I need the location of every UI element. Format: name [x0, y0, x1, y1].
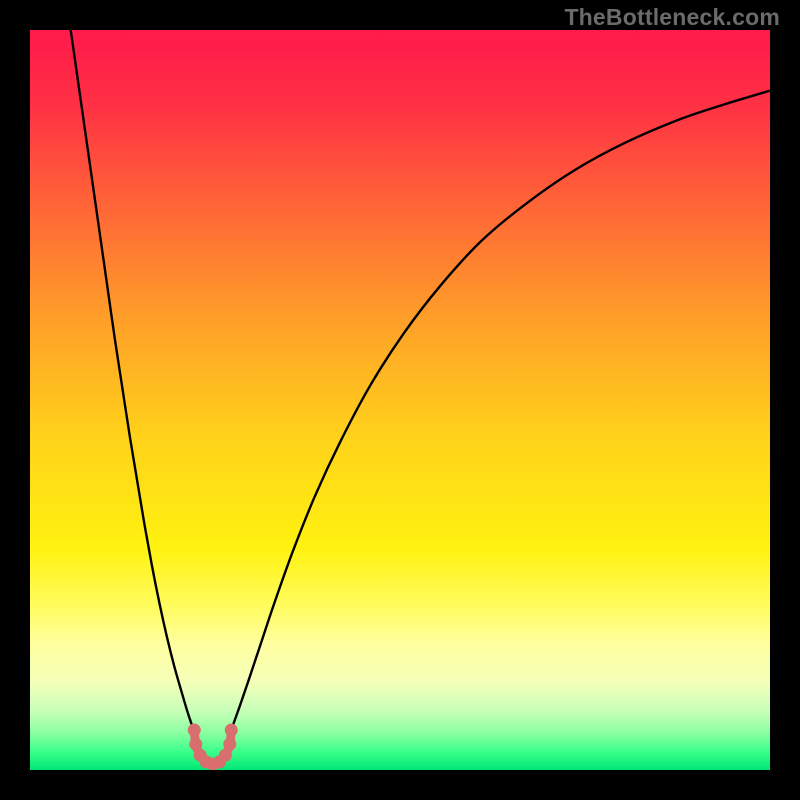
bottleneck-curve-right: [232, 91, 770, 728]
trough-dot: [219, 749, 232, 762]
watermark-text: TheBottleneck.com: [564, 4, 780, 31]
bottleneck-curve-left: [71, 30, 193, 728]
chart-frame: TheBottleneck.com: [0, 0, 800, 800]
plot-area: [30, 30, 770, 770]
trough-markers: [188, 724, 238, 770]
trough-dot: [225, 724, 238, 737]
curve-layer: [30, 30, 770, 770]
trough-dot: [223, 738, 236, 751]
trough-dot: [188, 724, 201, 737]
trough-dot: [189, 738, 202, 751]
